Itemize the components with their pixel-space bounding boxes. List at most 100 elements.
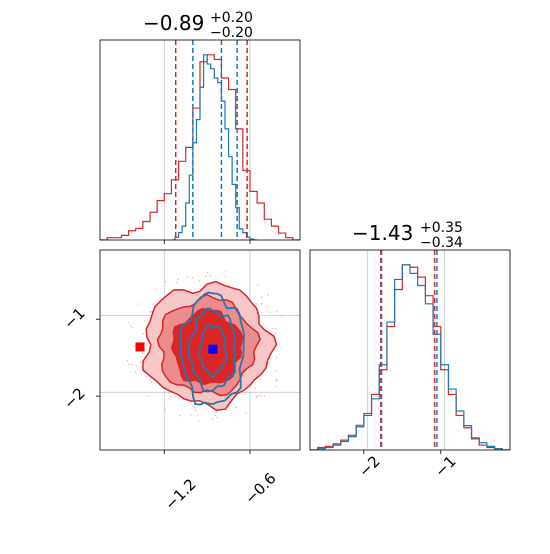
blue-contour-inner bbox=[197, 323, 228, 379]
sample-point bbox=[263, 395, 266, 398]
sample-point bbox=[133, 344, 135, 347]
contour-frame bbox=[99, 249, 301, 451]
sample-point bbox=[146, 349, 148, 351]
sample-point bbox=[211, 418, 214, 421]
sample-point bbox=[179, 414, 181, 417]
hist-param-2-plot-area bbox=[310, 250, 510, 450]
sample-point bbox=[216, 416, 218, 419]
sample-point bbox=[194, 409, 197, 412]
sample-point bbox=[174, 395, 177, 398]
sample-point bbox=[178, 398, 180, 400]
hist-param-1-frame bbox=[99, 39, 301, 241]
sample-point bbox=[186, 276, 189, 279]
sample-point bbox=[275, 385, 277, 387]
y-tick-label-contour-1: −1 bbox=[60, 304, 88, 332]
y-tick-label-contour-2: −2 bbox=[60, 384, 88, 412]
contour-panel bbox=[96, 249, 301, 454]
hist-param-2-hist-step-red bbox=[310, 264, 510, 450]
contour-plot-area bbox=[100, 250, 300, 450]
sample-point bbox=[266, 327, 269, 329]
title-param-2: −1.43 +0.35 −0.34 bbox=[352, 220, 463, 251]
sample-point bbox=[205, 275, 207, 278]
sample-point bbox=[224, 275, 227, 278]
sample-point bbox=[190, 414, 192, 416]
sample-point bbox=[257, 394, 260, 397]
sample-point bbox=[191, 277, 194, 279]
title-param-2-median: −1.43 bbox=[352, 221, 413, 245]
sample-point bbox=[131, 364, 133, 366]
sample-point bbox=[210, 275, 212, 277]
sample-point bbox=[141, 352, 144, 355]
sample-point bbox=[276, 380, 278, 382]
hist-param-2-hist-step-blue bbox=[310, 264, 510, 450]
sample-point bbox=[235, 406, 237, 409]
sample-point bbox=[254, 387, 256, 389]
sample-point bbox=[155, 288, 158, 291]
sample-point bbox=[214, 414, 216, 417]
x-tick-label-param-2-2: −1 bbox=[431, 452, 459, 480]
sample-point bbox=[281, 315, 284, 317]
title-param-2-plus: +0.35 bbox=[420, 220, 463, 236]
sample-point bbox=[176, 281, 178, 284]
sample-point bbox=[170, 395, 172, 398]
sample-point bbox=[249, 402, 251, 405]
x-tick-label-contour-1: −1.2 bbox=[161, 475, 199, 513]
sample-point bbox=[272, 327, 274, 330]
sample-point bbox=[198, 279, 201, 282]
histogram-panel-param-1 bbox=[99, 39, 301, 244]
sample-point bbox=[245, 411, 247, 414]
sample-point bbox=[267, 293, 269, 296]
sample-point bbox=[134, 371, 137, 374]
sample-point bbox=[128, 363, 130, 366]
sample-point bbox=[126, 359, 129, 362]
hist-param-2-frame bbox=[309, 249, 511, 451]
sample-point bbox=[257, 283, 259, 286]
sample-point bbox=[274, 332, 277, 335]
sample-point bbox=[143, 320, 146, 322]
sample-point bbox=[193, 406, 196, 409]
sample-point bbox=[131, 326, 134, 329]
sample-point bbox=[177, 278, 179, 281]
sample-point bbox=[149, 310, 152, 313]
sample-point bbox=[146, 375, 148, 378]
histogram-panel-param-2 bbox=[309, 249, 511, 454]
hist-param-1-hist-step-red bbox=[100, 54, 300, 240]
sample-point bbox=[255, 302, 258, 305]
sample-point bbox=[275, 356, 278, 358]
sample-point bbox=[260, 296, 263, 299]
sample-point bbox=[215, 411, 217, 413]
x-tick-label-contour-2: −0.6 bbox=[241, 469, 279, 507]
sample-point bbox=[260, 395, 262, 397]
sample-point bbox=[197, 420, 200, 422]
blue-contour-middle bbox=[187, 307, 237, 393]
marker-red bbox=[135, 342, 145, 352]
sample-point bbox=[128, 322, 130, 324]
sample-point bbox=[268, 362, 271, 364]
sample-point bbox=[206, 271, 209, 274]
sample-point bbox=[275, 327, 277, 330]
sample-point bbox=[137, 303, 140, 305]
sample-point bbox=[129, 325, 132, 327]
sample-point bbox=[139, 361, 142, 364]
marker-blue bbox=[208, 344, 218, 354]
title-param-1-plus: +0.20 bbox=[210, 10, 253, 26]
sample-point bbox=[164, 408, 167, 411]
sample-point bbox=[146, 344, 148, 346]
sample-point bbox=[275, 378, 278, 381]
hist-param-1-hist-step-blue bbox=[171, 54, 258, 240]
sample-point bbox=[276, 310, 278, 313]
sample-point bbox=[261, 302, 263, 305]
sample-point bbox=[147, 395, 149, 398]
sample-point bbox=[275, 370, 278, 372]
sample-point bbox=[150, 381, 153, 383]
sample-point bbox=[135, 365, 138, 367]
sample-point bbox=[266, 305, 269, 308]
sample-point bbox=[281, 347, 283, 350]
blue-contour-outer bbox=[179, 291, 245, 406]
sample-point bbox=[196, 414, 199, 417]
x-tick-label-param-2-1: −2 bbox=[355, 452, 383, 480]
sample-point bbox=[170, 289, 173, 291]
title-param-1-minus: −0.20 bbox=[210, 25, 253, 41]
